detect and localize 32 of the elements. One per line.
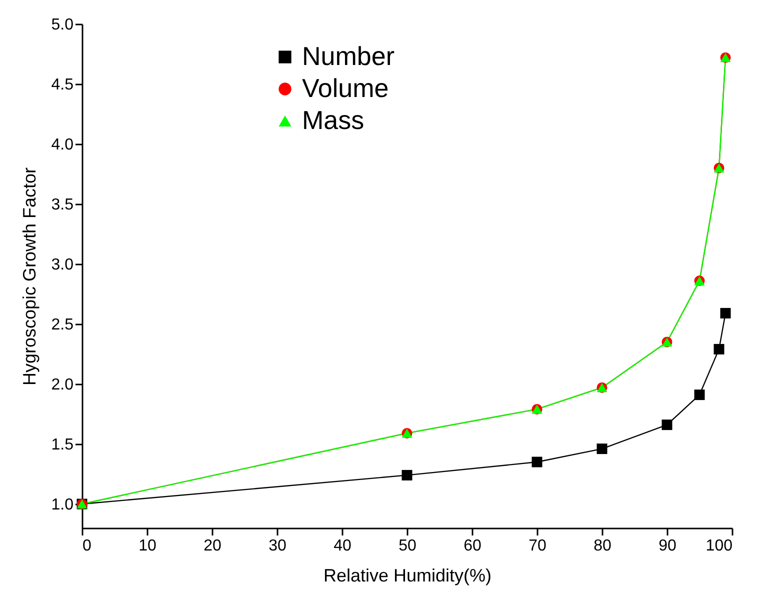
point xyxy=(662,420,672,430)
point xyxy=(402,470,412,480)
legend-label: Number xyxy=(302,41,395,71)
y-axis-title: Hygroscopic Growth Factor xyxy=(19,167,40,386)
x-tick-label: 70 xyxy=(528,538,546,554)
x-tick-label: 0 xyxy=(82,538,92,554)
legend-label: Mass xyxy=(302,105,364,135)
point xyxy=(532,456,542,468)
x-tick-label: 60 xyxy=(464,538,482,554)
x-tick-label: 90 xyxy=(658,538,676,554)
x-tick-label: 40 xyxy=(334,538,352,554)
y-tick-label: 1.5 xyxy=(51,436,74,454)
x-tick-label: 30 xyxy=(268,538,286,554)
y-tick-label: 3.5 xyxy=(51,196,74,214)
x-tick-label: 80 xyxy=(594,538,612,554)
y-tick-label: 3.0 xyxy=(51,256,74,274)
point xyxy=(694,390,705,400)
y-tick-label: 2.5 xyxy=(51,316,74,334)
point xyxy=(714,344,724,354)
x-tick-label: 20 xyxy=(204,538,222,554)
x-tick-label: 10 xyxy=(138,538,156,554)
point xyxy=(596,444,608,454)
legend-label: Volume xyxy=(302,73,389,103)
x-tick-label: 100 xyxy=(706,538,733,554)
point xyxy=(720,308,731,318)
y-tick-label: 2.0 xyxy=(51,376,74,394)
y-tick-label: 4.5 xyxy=(51,76,74,94)
y-tick-label: 5.0 xyxy=(51,16,74,34)
y-tick-label: 1.0 xyxy=(51,496,74,514)
x-axis-title: Relative Humidity(%) xyxy=(323,566,492,586)
y-tick-label: 4.0 xyxy=(51,136,74,154)
x-tick-label: 50 xyxy=(398,538,416,554)
